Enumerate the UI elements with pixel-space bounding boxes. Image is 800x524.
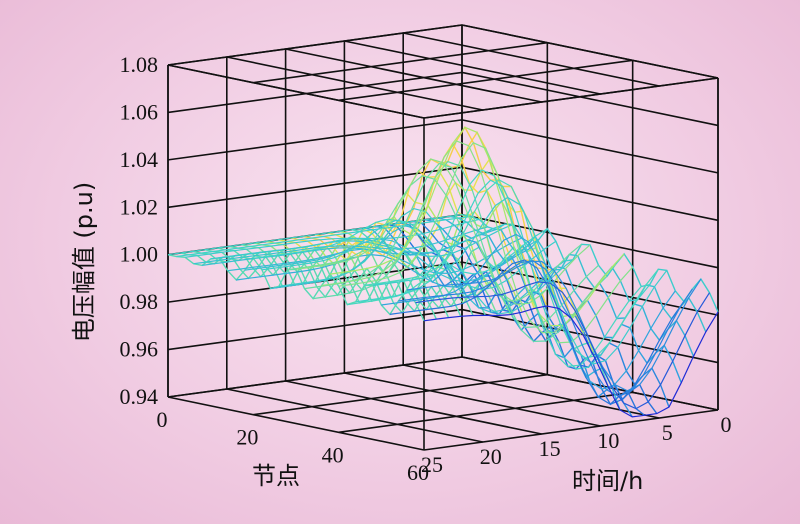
z-tick-label: 1.06 — [120, 99, 159, 124]
surface-time-line — [425, 219, 682, 383]
z-tick-label: 1.00 — [120, 242, 159, 267]
floor-grid-line — [423, 409, 719, 451]
surface-node-line — [330, 126, 625, 327]
side-wall-line — [461, 71, 719, 127]
surface-node-line — [355, 179, 651, 370]
surface-node-line — [176, 215, 471, 258]
y-axis-label: 时间/h — [572, 467, 643, 495]
surface-node-line — [364, 179, 659, 359]
surface-node-line — [295, 158, 591, 305]
floor-grid-line — [285, 380, 542, 435]
z-tick-label: 1.02 — [120, 194, 159, 219]
surface-node-line — [398, 260, 693, 398]
floor-grid-line — [338, 391, 633, 434]
surface-node-line — [261, 219, 557, 291]
box-grid — [167, 24, 719, 451]
surface-node-line — [389, 259, 685, 405]
z-tick-label: 1.04 — [120, 147, 159, 172]
side-wall-line — [461, 119, 719, 174]
side-wall-line — [461, 213, 719, 269]
side-wall-line — [461, 308, 719, 364]
top-grid-line — [403, 32, 660, 87]
floor-grid-line — [344, 372, 601, 427]
floor-grid-line — [253, 373, 548, 416]
z-axis-label: 电压幅值 (p.u) — [70, 182, 98, 342]
back-wall-line — [167, 356, 463, 398]
surface-node-line — [372, 196, 668, 365]
y-tick-label: 20 — [480, 444, 502, 469]
y-tick-label: 15 — [539, 436, 561, 461]
top-grid-line — [167, 24, 463, 66]
surface-node-line — [236, 247, 531, 288]
x-tick-label: 0 — [157, 407, 168, 432]
top-grid-line — [226, 56, 483, 111]
surface-node-line — [347, 169, 642, 368]
back-wall-line — [167, 308, 463, 351]
surface-node-line — [406, 260, 702, 392]
surface-node-line — [423, 305, 719, 418]
surface-node-line — [193, 226, 488, 265]
surface-node-line — [167, 214, 463, 256]
top-grid-line — [253, 41, 548, 84]
floor-grid-line — [167, 396, 425, 451]
side-wall-line — [461, 166, 719, 222]
tick-labels: 0.940.960.981.001.021.041.061.0802040602… — [120, 52, 732, 485]
z-tick-label: 1.08 — [120, 52, 159, 77]
surface-node-line — [244, 238, 540, 283]
x-axis-label: 节点 — [252, 462, 300, 490]
x-tick-label: 20 — [236, 425, 258, 450]
y-tick-label: 0 — [721, 412, 732, 437]
top-grid-line — [461, 24, 719, 79]
top-grid-line — [338, 59, 633, 102]
surface-node-line — [338, 142, 634, 344]
surface-node-line — [219, 223, 514, 259]
z-tick-label: 0.98 — [120, 289, 159, 314]
top-grid-line — [285, 48, 542, 103]
voltage-surface — [167, 125, 719, 418]
x-tick-label: 60 — [407, 460, 429, 485]
back-wall-line — [167, 71, 463, 114]
y-tick-label: 5 — [662, 420, 673, 445]
x-tick-label: 40 — [322, 442, 344, 467]
box-edge — [423, 77, 719, 119]
y-tick-label: 25 — [421, 452, 443, 477]
y-tick-label: 10 — [597, 428, 619, 453]
floor-grid-line — [403, 364, 660, 419]
z-tick-label: 0.96 — [120, 337, 159, 362]
z-tick-label: 0.94 — [120, 384, 159, 409]
floor-grid-line — [226, 388, 483, 443]
back-wall-line — [167, 119, 463, 161]
surface-node-line — [313, 160, 608, 343]
top-grid-line — [344, 40, 601, 95]
back-wall-line — [167, 166, 463, 209]
box-edge — [167, 64, 425, 119]
surface-node-line — [415, 281, 711, 410]
surface-node-line — [381, 233, 676, 390]
